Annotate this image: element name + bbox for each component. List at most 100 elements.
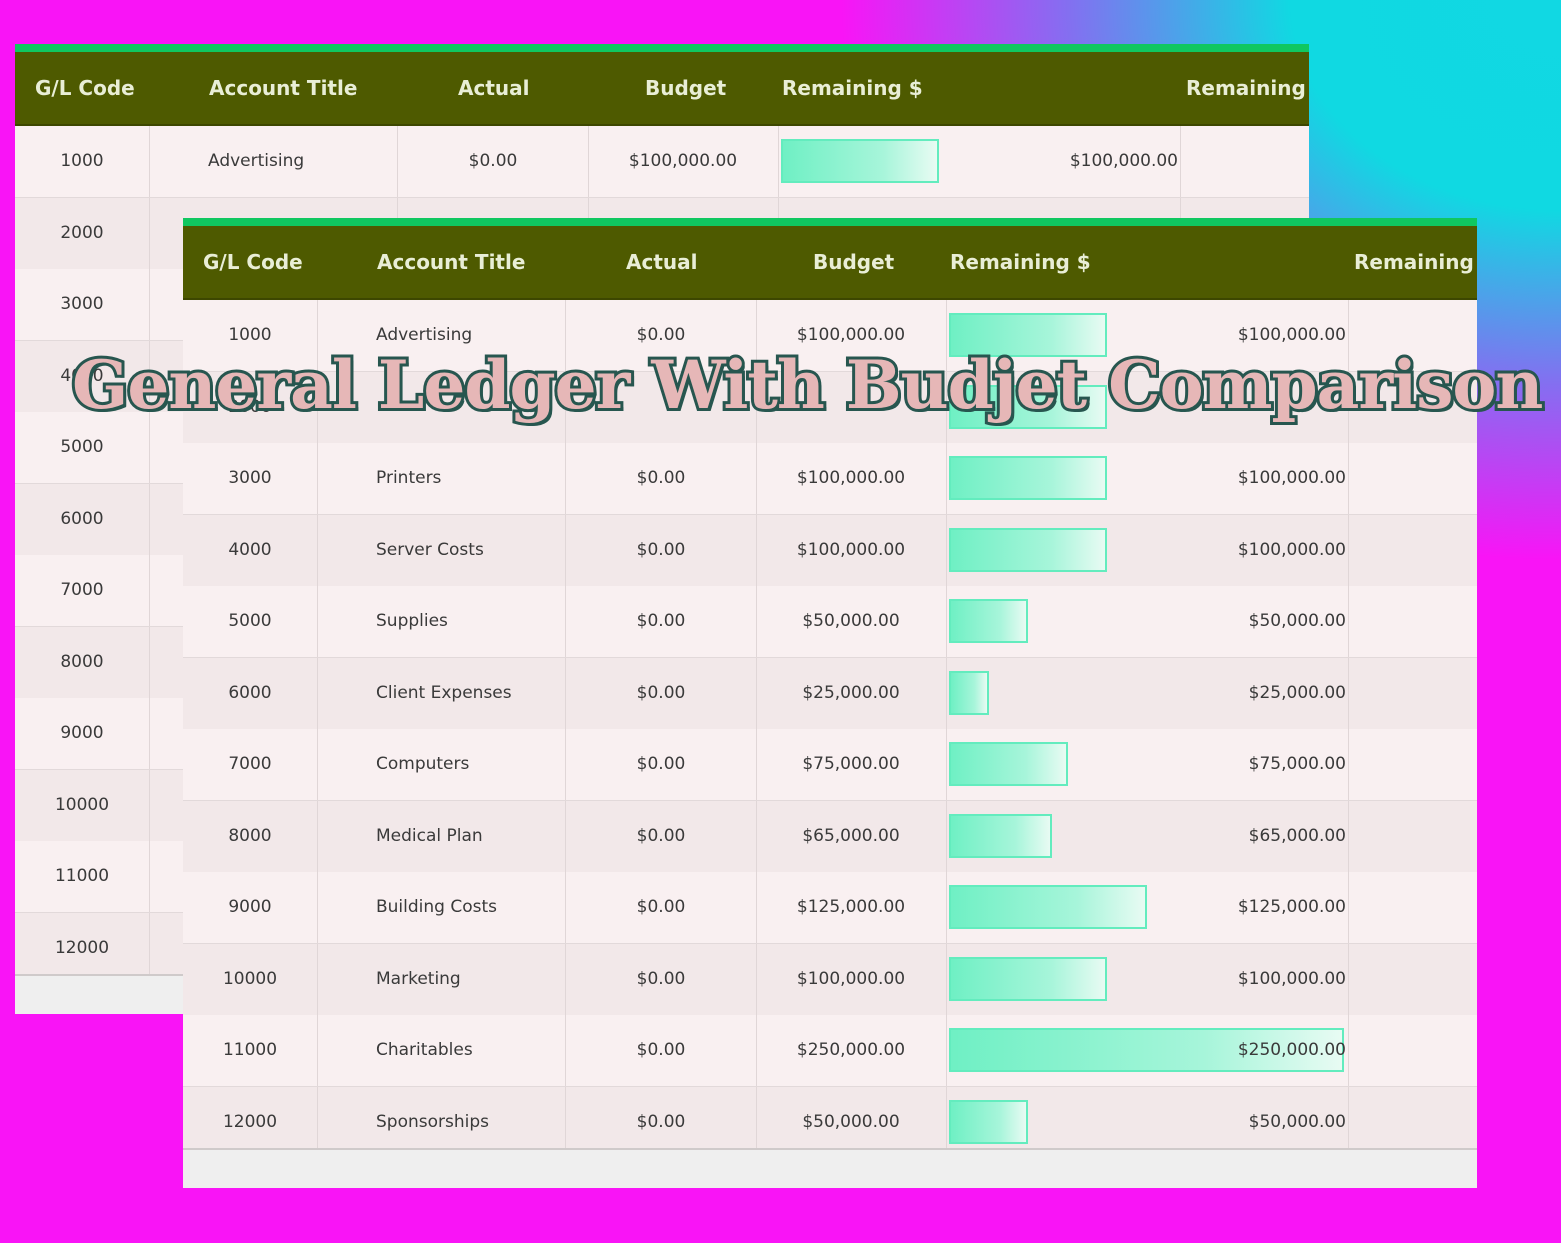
cell-actual[interactable]: $0.00 [636,968,686,989]
cell-account-title[interactable]: Supplies [376,611,448,631]
cell-gl-code[interactable]: 3000 [228,468,272,488]
cell-gl-code[interactable]: 8000 [60,651,104,672]
cell-budget[interactable]: $100,000.00 [796,968,906,989]
cell-budget[interactable]: $65,000.00 [802,825,900,846]
cell-account-title[interactable]: Sponsorships [376,1111,490,1132]
cell-account-title[interactable]: Building Costs [376,897,498,917]
cell-gl-code[interactable]: 9000 [228,897,272,917]
cell-gl-code[interactable]: 8000 [228,825,272,846]
cell-budget[interactable]: $50,000.00 [802,611,900,631]
cell-gl-code[interactable]: 5000 [60,437,104,457]
cell-budget[interactable]: $250,000.00 [796,1040,906,1060]
cell-gl-code[interactable]: 1000 [60,151,104,171]
cell-gl-code[interactable]: 11000 [222,1040,278,1060]
cell-actual[interactable]: $0.00 [636,1040,686,1060]
header-remaining-percent[interactable]: Remaining % [1354,250,1477,274]
header-gl-code[interactable]: G/L Code [35,76,135,100]
cell-gl-code[interactable]: 6000 [60,508,104,529]
cell-budget[interactable]: $100,000.00 [628,151,738,171]
cell-gl-code[interactable]: 3000 [60,294,104,314]
cell-gl-code[interactable]: 12000 [54,937,110,958]
cell-budget[interactable]: $50,000.00 [802,1111,900,1132]
cell-remaining-dollar[interactable]: $100,000.00 [1069,151,1178,171]
cell-actual[interactable]: $0.00 [636,325,686,345]
table-row[interactable]: 12000 Sponsorships $0.00 $50,000.00 $50,000.… [183,1086,1477,1159]
cell-account-title[interactable]: Client Expenses [376,682,512,703]
header-remaining-percent[interactable]: Remaining % [1186,76,1309,100]
cell-budget[interactable]: $75,000.00 [802,754,900,774]
cell-actual[interactable]: $0.00 [636,754,686,774]
cell-gl-code[interactable]: 9000 [60,723,104,743]
header-account-title[interactable]: Account Title [209,76,358,100]
cell-remaining-dollar[interactable]: $65,000.00 [1248,825,1346,846]
front-ledger-sheet: G/L Code Account Title Actual Budget Rem… [183,218,1477,1188]
cell-gl-code[interactable]: 10000 [54,794,110,815]
header-actual[interactable]: Actual [626,250,698,274]
cell-actual[interactable]: $0.00 [636,468,686,488]
cell-account-title[interactable]: Advertising [376,325,473,345]
cell-account-title[interactable]: Charitables [376,1040,473,1060]
cell-remaining-dollar[interactable]: $125,000.00 [1237,897,1346,917]
cell-account-title[interactable]: Printers [376,468,442,488]
header-account-title[interactable]: Account Title [377,250,526,274]
header-actual[interactable]: Actual [458,76,530,100]
column-divider [946,443,947,514]
cell-remaining-dollar[interactable]: $100,000.00 [1237,468,1346,488]
table-row[interactable]: 6000 Client Expenses $0.00 $25,000.00 $25,00… [183,657,1477,730]
cell-remaining-dollar[interactable]: $50,000.00 [1248,1111,1346,1132]
cell-budget[interactable]: $25,000.00 [802,682,900,703]
cell-gl-code[interactable]: 2000 [228,396,272,417]
cell-gl-code[interactable]: 12000 [222,1111,278,1132]
cell-remaining-dollar[interactable]: $75,000.00 [1248,754,1346,774]
cell-gl-code[interactable]: 7000 [228,754,272,774]
cell-actual[interactable]: $0.00 [636,611,686,631]
cell-gl-code[interactable]: 1000 [228,325,272,345]
table-row[interactable]: 9000 Building Costs $0.00 $125,000.00 $125,0… [183,872,1477,944]
table-row[interactable]: 10000 Marketing $0.00 $100,000.00 $100,000.0… [183,943,1477,1016]
table-row[interactable]: 7000 Computers $0.00 $75,000.00 $75,000.00 [183,729,1477,801]
table-row[interactable]: 1000 Advertising $0.00 $100,000.00 $100,000.… [183,300,1477,372]
cell-budget[interactable]: $125,000.00 [796,897,906,917]
cell-actual[interactable]: $0.00 [636,825,686,846]
cell-remaining-dollar[interactable]: $100,000.00 [1237,968,1346,989]
table-row[interactable]: 3000 Printers $0.00 $100,000.00 $100,000.00 [183,443,1477,515]
header-budget[interactable]: Budget [645,76,727,100]
cell-account-title[interactable]: Medical Plan [376,825,483,846]
table-row[interactable]: 8000 Medical Plan $0.00 $65,000.00 $65,000.0… [183,800,1477,873]
cell-gl-code[interactable]: 2000 [60,222,104,243]
cell-actual[interactable]: $0.00 [636,1111,686,1132]
cell-budget[interactable]: $100,000.00 [796,539,906,560]
table-row[interactable]: 11000 Charitables $0.00 $250,000.00 $250,000… [183,1015,1477,1087]
cell-gl-code[interactable]: 6000 [228,682,272,703]
cell-account-title[interactable]: Advertising [208,151,305,171]
cell-actual[interactable]: $0.00 [636,897,686,917]
column-divider [565,800,566,872]
table-row[interactable]: 1000 Advertising $0.00 $100,000.00 $100,000.… [15,126,1309,198]
cell-remaining-dollar[interactable]: $100,000.00 [1237,325,1346,345]
cell-remaining-dollar[interactable]: $250,000.00 [1237,1040,1346,1060]
cell-actual[interactable]: $0.00 [468,151,518,171]
cell-actual[interactable]: $0.00 [636,539,686,560]
cell-remaining-dollar[interactable]: $100,000.00 [1237,539,1346,560]
cell-remaining-dollar[interactable]: $25,000.00 [1248,682,1346,703]
cell-gl-code[interactable]: 7000 [60,580,104,600]
header-budget[interactable]: Budget [813,250,895,274]
cell-account-title[interactable]: Marketing [376,968,461,989]
table-row[interactable]: 4000 Server Costs $0.00 $100,000.00 $100,000… [183,514,1477,587]
cell-gl-code[interactable]: 5000 [228,611,272,631]
cell-gl-code[interactable]: 4000 [228,539,272,560]
cell-gl-code[interactable]: 11000 [54,866,110,886]
table-row[interactable]: 2000 [183,371,1477,444]
table-row[interactable]: 5000 Supplies $0.00 $50,000.00 $50,000.00 [183,586,1477,658]
cell-budget[interactable]: $100,000.00 [796,468,906,488]
header-gl-code[interactable]: G/L Code [203,250,303,274]
cell-actual[interactable]: $0.00 [636,682,686,703]
header-remaining-dollar[interactable]: Remaining $ [782,76,923,100]
header-remaining-dollar[interactable]: Remaining $ [950,250,1091,274]
cell-gl-code[interactable]: 10000 [222,968,278,989]
cell-gl-code[interactable]: 4000 [60,365,104,386]
cell-remaining-dollar[interactable]: $50,000.00 [1248,611,1346,631]
cell-budget[interactable]: $100,000.00 [796,325,906,345]
cell-account-title[interactable]: Computers [376,754,470,774]
cell-account-title[interactable]: Server Costs [376,539,484,560]
